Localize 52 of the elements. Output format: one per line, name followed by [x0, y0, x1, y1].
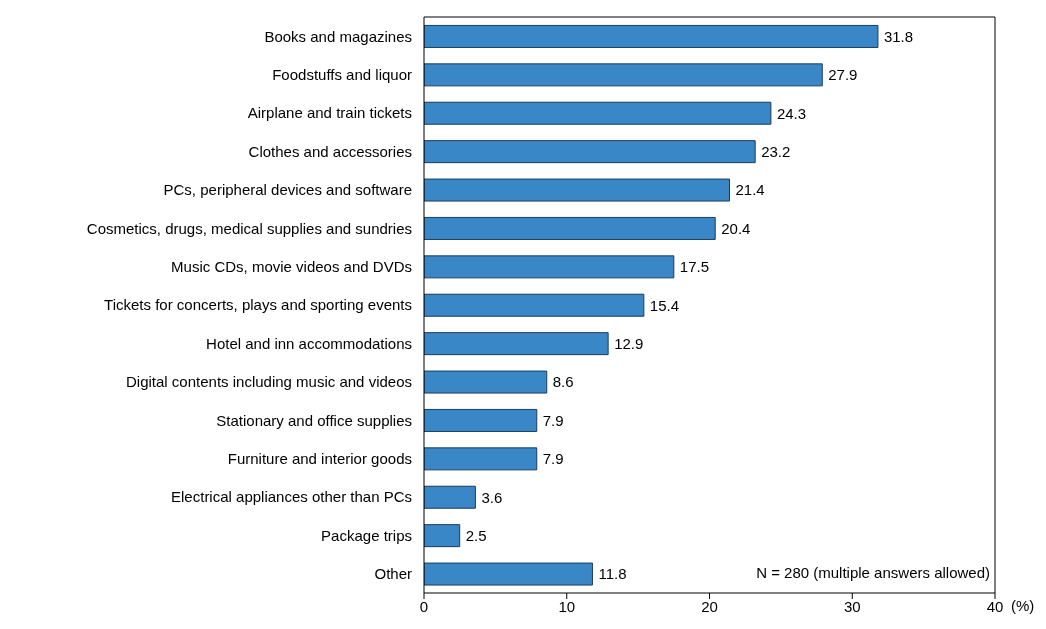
- bar: [424, 24, 879, 48]
- bar: [424, 63, 823, 87]
- bar: [424, 332, 609, 356]
- x-tick-label: 30: [843, 597, 861, 615]
- y-tick-label: Music CDs, movie videos and DVDs: [171, 257, 412, 275]
- data-label: 20.4: [721, 219, 751, 237]
- x-tick-label: 0: [419, 597, 429, 615]
- y-tick-label: Hotel and inn accommodations: [206, 334, 412, 352]
- x-axis-title: (%): [1011, 597, 1035, 615]
- data-label: 11.8: [598, 565, 627, 583]
- bar: [424, 101, 772, 125]
- y-tick-label: Tickets for concerts, plays and sporting events: [104, 296, 412, 314]
- data-label: 3.6: [481, 488, 503, 506]
- data-label: 8.6: [552, 373, 574, 391]
- y-tick-label: Stationary and office supplies: [216, 411, 412, 429]
- bar: [424, 524, 461, 548]
- bar: [424, 255, 675, 279]
- data-label: 2.5: [465, 526, 487, 544]
- y-tick-label: Package trips: [321, 526, 412, 544]
- x-tick-label: 40: [986, 597, 1004, 615]
- bar: [424, 562, 593, 586]
- bar: [424, 447, 538, 471]
- data-label: 7.9: [542, 450, 564, 468]
- data-label: 24.3: [776, 104, 807, 122]
- bar: [424, 485, 476, 509]
- y-tick-label: Electrical appliances other than PCs: [171, 488, 412, 506]
- y-tick-label: Books and magazines: [264, 27, 412, 45]
- bar: [424, 178, 730, 202]
- data-label: 15.4: [649, 296, 680, 314]
- data-label: 31.8: [883, 27, 914, 45]
- bar: [424, 293, 645, 317]
- bar: [424, 216, 716, 240]
- annotation: N = 280 (multiple answers allowed): [756, 564, 990, 581]
- bar: [424, 370, 548, 394]
- y-tick-label: Clothes and accessories: [248, 142, 412, 160]
- bar: [424, 408, 538, 432]
- data-label: 23.2: [761, 142, 791, 160]
- bar: [424, 140, 756, 164]
- y-tick-label: Airplane and train tickets: [247, 104, 412, 122]
- y-tick-label: Cosmetics, drugs, medical supplies and sundries: [86, 219, 412, 237]
- data-label: 7.9: [542, 411, 564, 429]
- y-tick-label: Digital contents including music and videos: [126, 373, 412, 391]
- x-tick-label: 20: [701, 597, 718, 615]
- data-label: 17.5: [679, 258, 710, 276]
- data-label: 27.9: [828, 66, 858, 84]
- y-tick-label: Foodstuffs and liquor: [272, 65, 412, 83]
- y-tick-label: PCs, peripheral devices and software: [163, 181, 412, 199]
- data-label: 21.4: [735, 181, 765, 199]
- data-label: 12.9: [614, 334, 644, 352]
- y-tick-label: Other: [374, 565, 412, 583]
- x-tick-label: 10: [558, 597, 576, 615]
- y-tick-label: Furniture and interior goods: [227, 449, 412, 467]
